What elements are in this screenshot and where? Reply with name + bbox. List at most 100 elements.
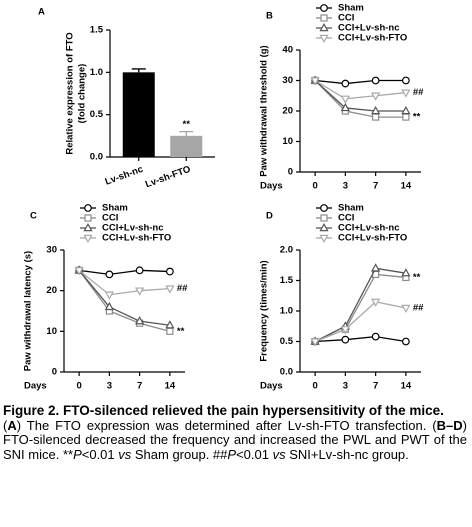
series-line: [314, 79, 406, 100]
series-line: [78, 269, 171, 332]
legend-label: CCI+Lv-sh-nc: [338, 23, 400, 34]
y-tick-label: 0.5: [90, 109, 104, 120]
marker: [104, 301, 115, 311]
marker: [370, 92, 381, 101]
marker: [165, 285, 175, 294]
annotation: **: [413, 112, 421, 123]
error-bar: [179, 130, 194, 136]
legend-label: Sham: [102, 203, 128, 214]
y-tick-label: 1.5: [280, 275, 294, 286]
x-tick-label: 3: [107, 381, 112, 392]
marker: [401, 76, 410, 85]
legend-marker: [320, 14, 328, 22]
series-line: [315, 79, 406, 85]
legend-label: CCI: [338, 13, 354, 24]
series-line: [315, 335, 406, 343]
legend-marker: [320, 204, 328, 212]
x-tick-label: 7: [373, 181, 378, 192]
panel: C 0 10 20 30 Paw withdrawal latency (s) Days 0 3…: [23, 203, 189, 392]
marker: [401, 89, 411, 98]
x-tick-label: 3: [343, 381, 348, 392]
legend-label: CCI+Lv-sh-FTO: [338, 233, 407, 244]
y-tick-label: 0: [52, 367, 57, 378]
annotation: ##: [177, 283, 188, 294]
legend-label: CCI: [102, 213, 118, 224]
bar: [122, 72, 155, 157]
x-tick-label: 14: [401, 381, 412, 392]
caption-body: (A) The FTO expression was determined af…: [3, 417, 467, 463]
marker: [370, 105, 381, 115]
legend-marker: [84, 214, 92, 222]
series-line: [314, 80, 406, 112]
caption-text: P: [227, 446, 237, 462]
annotation: **: [413, 272, 421, 283]
marker: [340, 102, 351, 112]
series-line: [314, 301, 407, 343]
series-line: [314, 273, 406, 343]
x-tick-label: 14: [401, 181, 412, 192]
marker: [401, 304, 411, 313]
legend-label: CCI+Lv-sh-nc: [338, 223, 400, 234]
marker: [402, 113, 410, 121]
y-axis-label: (fold change): [77, 64, 88, 124]
caption-text: B–D: [436, 417, 463, 433]
marker: [401, 337, 410, 346]
caption-text: ) FTO-silenced decreased the frequency a…: [3, 417, 467, 462]
panel: D 0.0 0.5 1.0 1.5 2.0 Frequency (times/min) Day…: [259, 203, 425, 392]
legend-marker: [319, 234, 329, 244]
marker: [134, 316, 145, 325]
caption-text: ) The FTO expression was determined afte…: [16, 417, 437, 433]
legend-marker: [319, 34, 329, 44]
y-tick-label: 0: [288, 167, 293, 178]
marker: [134, 287, 145, 296]
bar: [170, 135, 203, 157]
y-tick-label: 1.0: [90, 67, 103, 78]
x-axis-label: Days: [260, 381, 283, 392]
annotation: ##: [413, 302, 424, 313]
marker: [371, 76, 380, 85]
caption-text: vs: [272, 446, 286, 462]
x-tick-label: 7: [137, 381, 142, 392]
legend-marker: [320, 4, 328, 12]
y-axis-label: Frequency (times/min): [259, 260, 270, 361]
series-line: [314, 80, 406, 118]
x-axis-label: Days: [24, 381, 47, 392]
panel-letter: D: [266, 211, 273, 222]
legend-label: Sham: [338, 3, 364, 14]
marker: [310, 77, 320, 86]
legend-marker: [319, 22, 329, 32]
x-tick-label: Lv-sh-FTO: [144, 164, 192, 191]
marker: [341, 79, 350, 88]
annotation: ##: [413, 87, 424, 98]
y-axis-label: Paw withdrawal latency (s): [23, 251, 34, 371]
error-bar: [131, 68, 146, 73]
caption-text: A: [7, 417, 17, 433]
caption-text: <0.01: [81, 446, 119, 462]
marker: [370, 298, 381, 307]
caption: Figure 2. FTO-silenced relieved the pain…: [3, 403, 467, 463]
marker: [401, 268, 411, 277]
caption-text: SNI+Lv-sh-nc group.: [285, 446, 409, 462]
marker: [401, 105, 411, 115]
panel-letter: A: [38, 7, 45, 18]
series-line: [79, 269, 170, 276]
caption-text: (: [3, 417, 8, 433]
y-axis-label: Paw withdrawal threshold (g): [259, 45, 270, 176]
x-tick-label: 0: [312, 381, 317, 392]
caption-title: Figure 2. FTO-silenced relieved the pain…: [3, 403, 444, 418]
legend-marker: [320, 214, 328, 222]
panel-letter: C: [30, 211, 37, 222]
panel-letter: B: [266, 11, 273, 22]
y-tick-label: 10: [282, 136, 293, 147]
figure: A 0.0 0.5 1.0 1.5 Relative expression of FTO(…: [23, 3, 425, 392]
marker: [372, 113, 380, 121]
marker: [340, 95, 351, 104]
y-tick-label: 1.0: [280, 306, 293, 317]
marker: [104, 291, 115, 300]
x-tick-label: 3: [343, 181, 348, 192]
legend-marker: [83, 234, 93, 244]
y-tick-label: 0.0: [90, 152, 103, 163]
legend-label: CCI+Lv-sh-FTO: [102, 233, 171, 244]
